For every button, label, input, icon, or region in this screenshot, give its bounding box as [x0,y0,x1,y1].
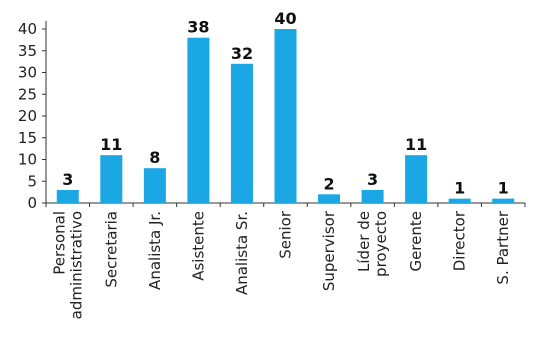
y-tick-label: 10 [18,151,37,169]
bar [187,37,210,204]
data-label: 32 [231,44,253,63]
y-tick-label: 5 [27,172,37,190]
y-axis: 0 5 10 15 20 25 30 35 40 [18,20,526,212]
category-label: Secretaria [102,211,120,288]
category-label-line: Secretaria [102,211,120,288]
y-tick-label: 25 [18,85,37,103]
category-label-line: proyecto [372,211,390,277]
data-label: 3 [367,170,378,189]
bar [143,168,166,203]
y-tick-label: 15 [18,129,37,147]
category-label-line: administrativo [67,211,85,319]
category-label: Director [451,210,469,271]
data-label: 11 [100,135,122,154]
data-label: 1 [498,179,509,198]
bar [448,198,471,203]
bar [492,198,515,203]
data-label: 2 [323,174,334,193]
category-label-line: Analista Sr. [233,211,251,295]
category-label: Analista Sr. [233,211,251,295]
data-label: 11 [405,135,427,154]
category-label: S. Partner [494,210,512,284]
data-label: 8 [149,148,160,167]
data-label: 1 [454,179,465,198]
category-label-line: Líder de [355,211,373,272]
category-label: Líder de proyecto [355,211,390,277]
category-label-line: S. Partner [494,210,512,284]
category-label: Senior [277,210,295,259]
bar [230,63,253,203]
y-tick-label: 30 [18,64,37,82]
y-tick-label: 35 [18,42,37,60]
category-label-line: Personal [50,211,68,275]
category-label: Gerente [407,211,425,272]
category-label-line: Analista Jr. [146,211,164,290]
category-label-line: Asistente [189,211,207,281]
data-label: 40 [274,9,296,28]
bar [56,189,79,203]
y-tick-label: 0 [27,194,37,212]
category-labels: Personal administrativo Secretaria Analista… [50,210,512,319]
bars [56,29,515,204]
category-label-line: Gerente [407,211,425,272]
data-label: 38 [187,18,209,37]
category-label: Personal administrativo [50,211,85,319]
category-label: Supervisor [320,210,338,291]
bar [318,194,341,203]
category-label: Analista Jr. [146,211,164,290]
data-label: 3 [62,170,73,189]
bar [274,29,297,203]
category-label: Asistente [189,211,207,281]
category-label-line: Director [451,210,469,271]
y-tick-label: 20 [18,107,37,125]
category-label-line: Senior [277,210,295,259]
category-label-line: Supervisor [320,210,338,291]
bar [405,155,428,203]
bar [100,155,123,203]
bar [361,189,384,203]
y-tick-label: 40 [18,20,37,38]
